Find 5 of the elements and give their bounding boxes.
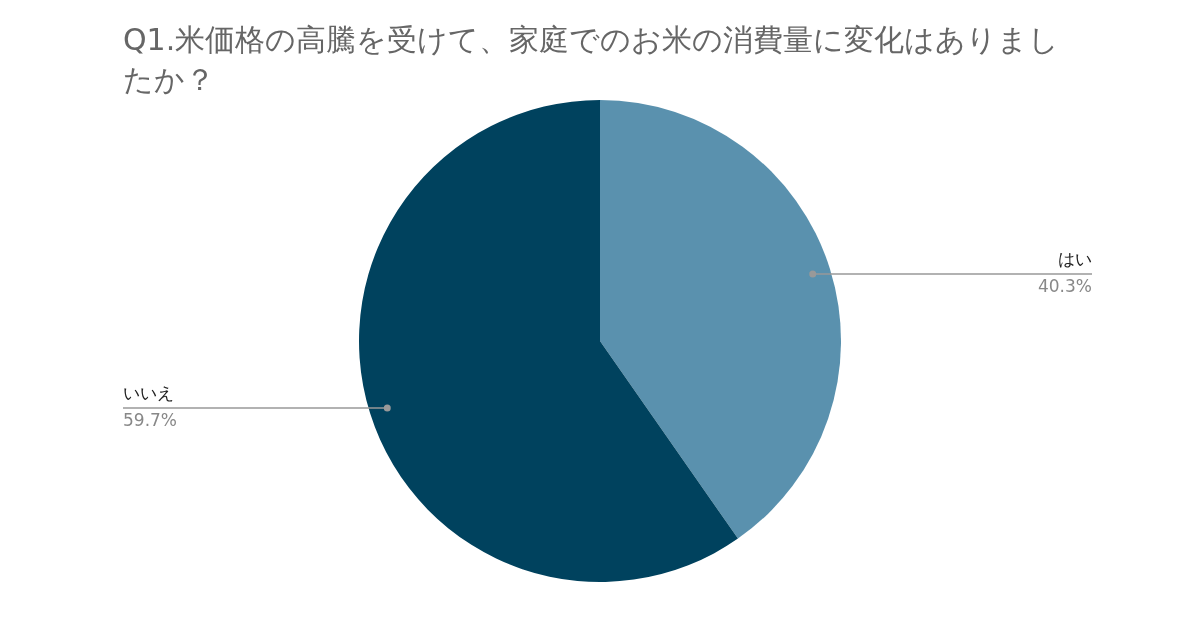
data-label: 40.3% (1037, 276, 1092, 297)
chart-title: Q1.米価格の高騰を受けて、家庭でのお米の消費量に変化はありましたか？ (122, 21, 1061, 99)
slice-label: はい (1058, 249, 1092, 270)
slice-label: いいえ (123, 382, 174, 403)
data-label: 59.7% (123, 409, 178, 430)
